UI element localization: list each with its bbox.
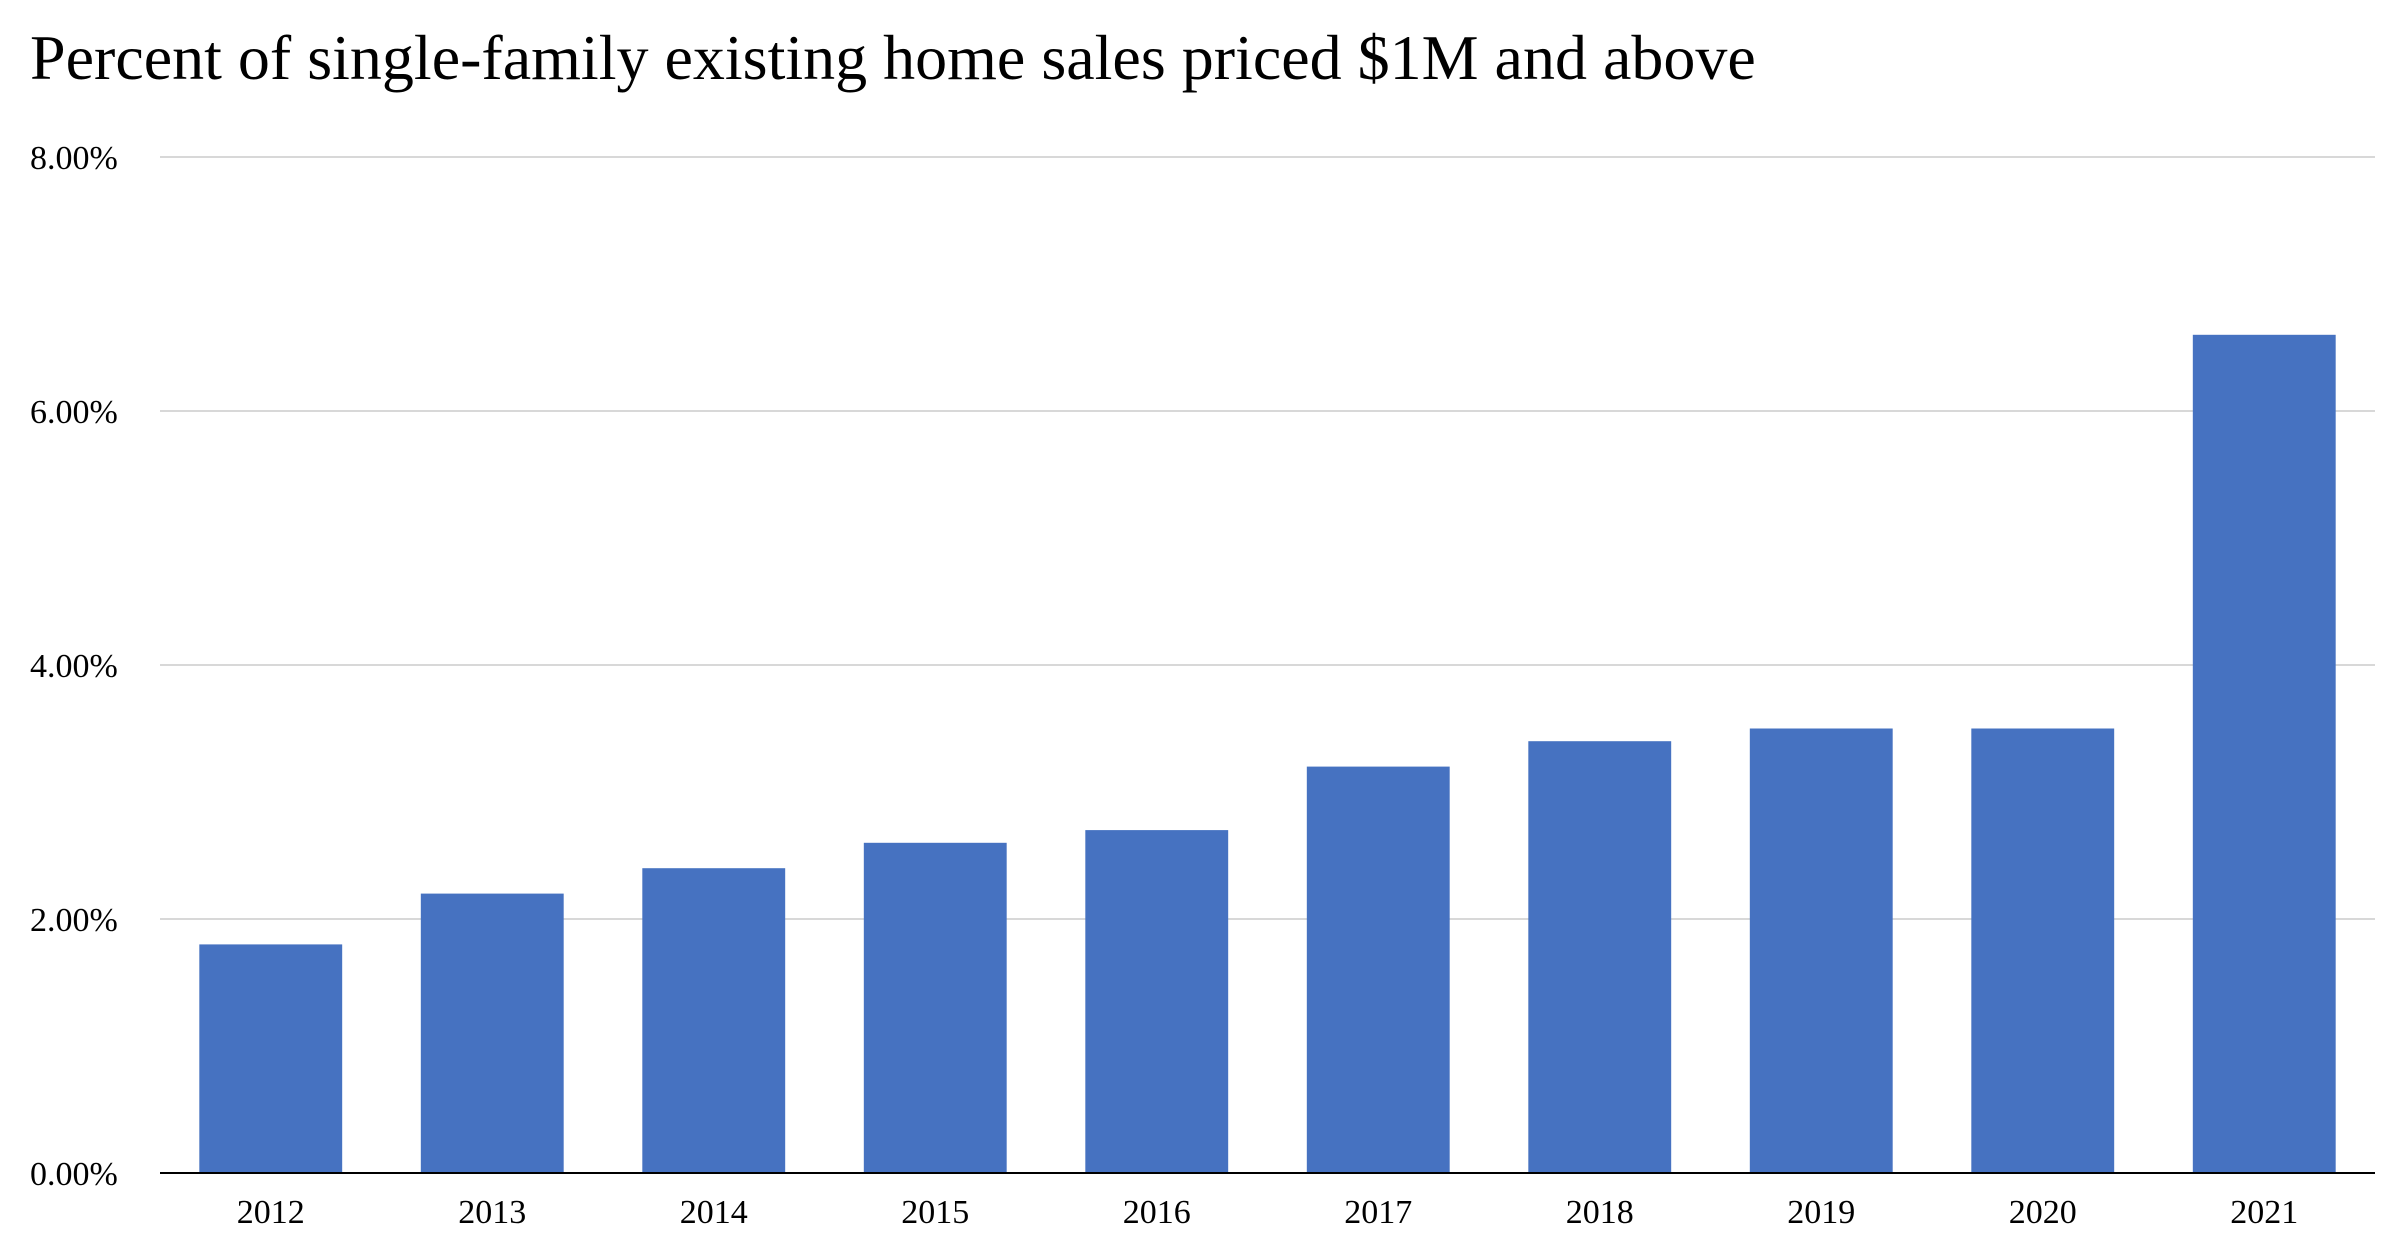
y-tick-label: 8.00%: [30, 140, 118, 177]
x-tick-label: 2014: [680, 1194, 748, 1231]
y-tick-label: 0.00%: [30, 1156, 118, 1193]
x-tick-label: 2012: [237, 1194, 305, 1231]
y-axis-tick-labels: 0.00% 2.00% 4.00% 6.00% 8.00%: [30, 140, 118, 1193]
x-tick-label: 2018: [1566, 1194, 1634, 1231]
bar-2015: [863, 842, 1007, 1173]
bar-2021: [2192, 334, 2336, 1173]
bar-2020: [1971, 728, 2115, 1173]
y-tick-label: 2.00%: [30, 902, 118, 939]
bar-2012: [199, 944, 343, 1173]
bar-2018: [1528, 741, 1672, 1173]
bar-2017: [1306, 766, 1450, 1173]
chart-title: Percent of single-family existing home s…: [30, 22, 1756, 93]
x-tick-label: 2015: [901, 1194, 969, 1231]
x-tick-label: 2020: [2009, 1194, 2077, 1231]
x-axis-tick-labels: 2012 2013 2014 2015 2016 2017 2018 2019 2020 2021: [237, 1194, 2299, 1231]
x-tick-label: 2016: [1123, 1194, 1191, 1231]
bar-2013: [420, 893, 564, 1173]
bar-2019: [1749, 728, 1893, 1173]
x-tick-label: 2017: [1344, 1194, 1412, 1231]
y-tick-label: 4.00%: [30, 648, 118, 685]
x-tick-label: 2013: [458, 1194, 526, 1231]
bars: [199, 334, 2336, 1173]
x-tick-label: 2021: [2230, 1194, 2298, 1231]
x-tick-label: 2019: [1787, 1194, 1855, 1231]
bar-2016: [1085, 830, 1229, 1173]
bar-2014: [642, 868, 786, 1173]
y-tick-label: 6.00%: [30, 394, 118, 431]
